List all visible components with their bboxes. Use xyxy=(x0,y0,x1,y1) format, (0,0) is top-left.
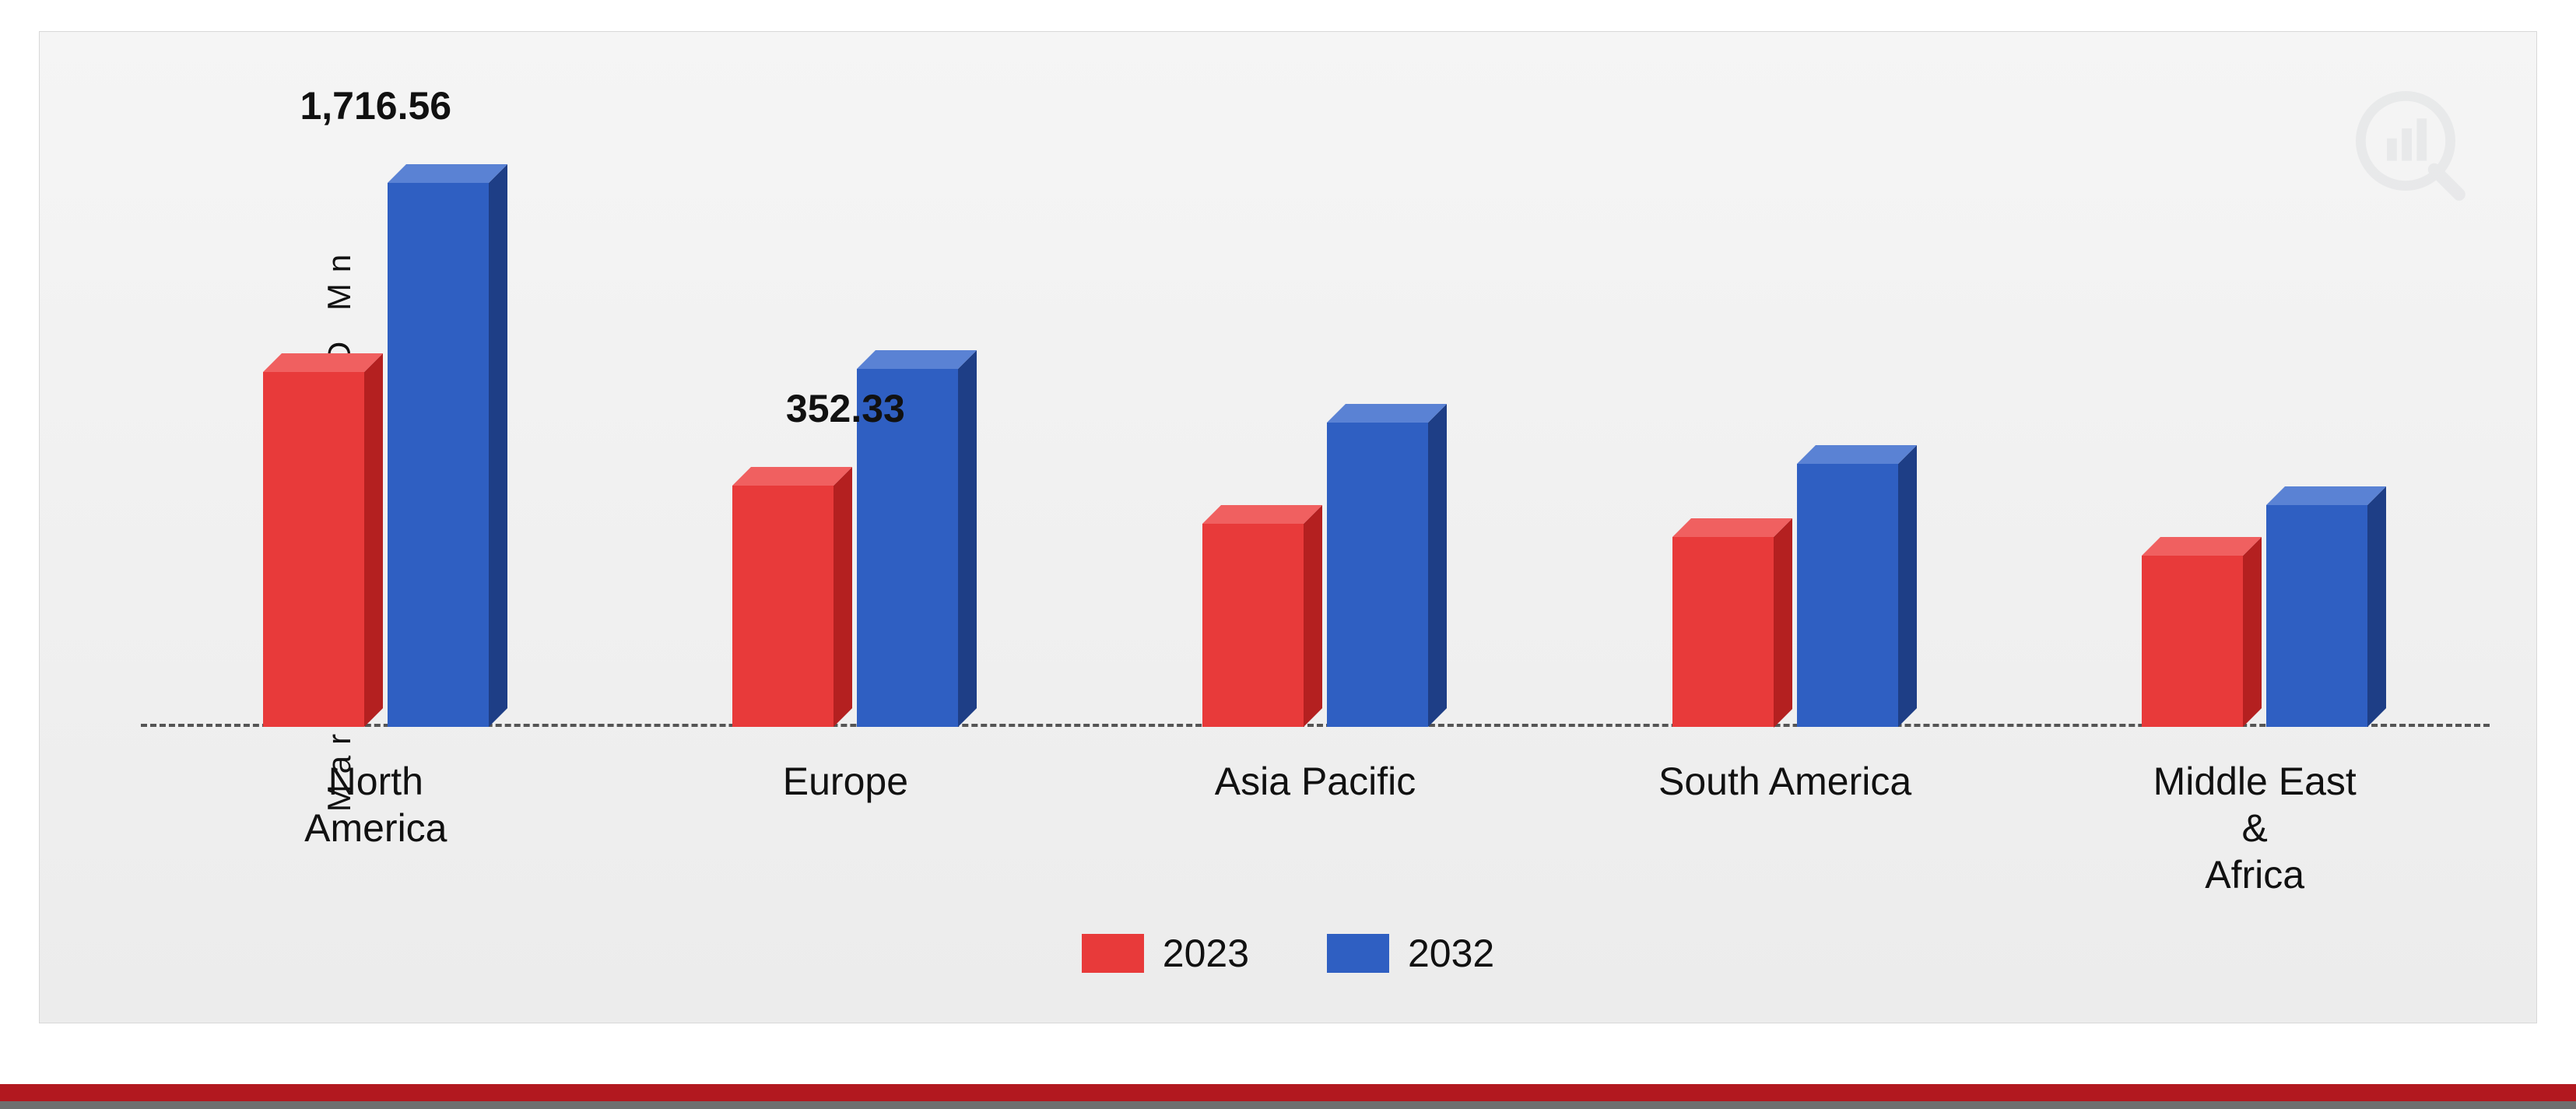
footer-stripe-red xyxy=(0,1084,2576,1101)
footer-stripe xyxy=(0,1084,2576,1109)
chart-area: Market Size in USD Mn 1,716.56352.33 Nor… xyxy=(39,31,2537,1023)
baseline xyxy=(141,724,2490,727)
legend-swatch-2023 xyxy=(1082,934,1144,973)
legend: 2023 2032 xyxy=(40,931,2536,976)
legend-swatch-2032 xyxy=(1327,934,1389,973)
legend-item-2032: 2032 xyxy=(1327,931,1494,976)
legend-label: 2023 xyxy=(1163,931,1249,976)
data-label: 352.33 xyxy=(786,386,905,431)
footer-stripe-grey xyxy=(0,1101,2576,1109)
x-axis-label: South America xyxy=(1658,758,1911,805)
data-label: 1,716.56 xyxy=(300,83,451,128)
x-axis-label: Asia Pacific xyxy=(1215,758,1416,805)
x-axis-label: North America xyxy=(304,758,447,851)
legend-label: 2032 xyxy=(1408,931,1494,976)
x-axis-label: Middle East & Africa xyxy=(2137,758,2372,898)
watermark-icon xyxy=(2350,79,2474,203)
plot-region: 1,716.56352.33 xyxy=(141,94,2490,727)
x-axis-label: Europe xyxy=(783,758,908,805)
legend-item-2023: 2023 xyxy=(1082,931,1249,976)
x-axis-labels: North America Europe Asia Pacific South Ame… xyxy=(141,742,2490,867)
